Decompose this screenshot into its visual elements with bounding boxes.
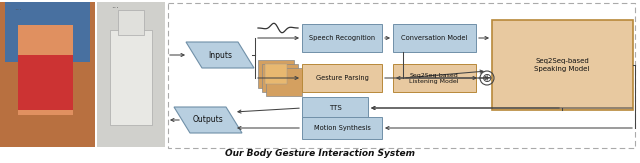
FancyBboxPatch shape — [393, 24, 476, 52]
FancyBboxPatch shape — [492, 20, 633, 110]
FancyBboxPatch shape — [118, 10, 144, 35]
FancyBboxPatch shape — [97, 2, 165, 147]
FancyBboxPatch shape — [262, 64, 298, 92]
FancyBboxPatch shape — [18, 55, 73, 110]
Text: ...: ... — [111, 1, 119, 10]
Text: ⊕: ⊕ — [482, 72, 492, 84]
FancyBboxPatch shape — [18, 25, 73, 115]
Text: Motion Synthesis: Motion Synthesis — [314, 125, 371, 131]
Text: TTS: TTS — [328, 105, 341, 111]
Text: Gesture Parsing: Gesture Parsing — [316, 75, 369, 81]
Text: ...: ... — [5, 1, 11, 6]
Polygon shape — [186, 42, 254, 68]
FancyBboxPatch shape — [258, 60, 294, 88]
Text: Seq2Seq-based
Listening Model: Seq2Seq-based Listening Model — [409, 73, 459, 83]
FancyBboxPatch shape — [266, 68, 302, 96]
Text: Inputs: Inputs — [208, 51, 232, 59]
Text: Seq2Seq-based
Speaking Model: Seq2Seq-based Speaking Model — [534, 58, 589, 72]
FancyBboxPatch shape — [5, 2, 90, 62]
FancyBboxPatch shape — [265, 64, 287, 84]
Polygon shape — [174, 107, 242, 133]
FancyBboxPatch shape — [302, 64, 382, 92]
Text: Our Body Gesture Interaction System: Our Body Gesture Interaction System — [225, 149, 415, 158]
FancyBboxPatch shape — [302, 24, 382, 52]
FancyBboxPatch shape — [302, 117, 382, 139]
FancyBboxPatch shape — [0, 2, 95, 147]
FancyBboxPatch shape — [393, 64, 476, 92]
Text: Conversation Model: Conversation Model — [401, 35, 467, 41]
FancyBboxPatch shape — [110, 30, 152, 125]
Text: Outputs: Outputs — [193, 116, 223, 125]
Text: ...: ... — [14, 3, 22, 12]
Text: Speech Recognition: Speech Recognition — [309, 35, 375, 41]
FancyBboxPatch shape — [302, 97, 368, 119]
